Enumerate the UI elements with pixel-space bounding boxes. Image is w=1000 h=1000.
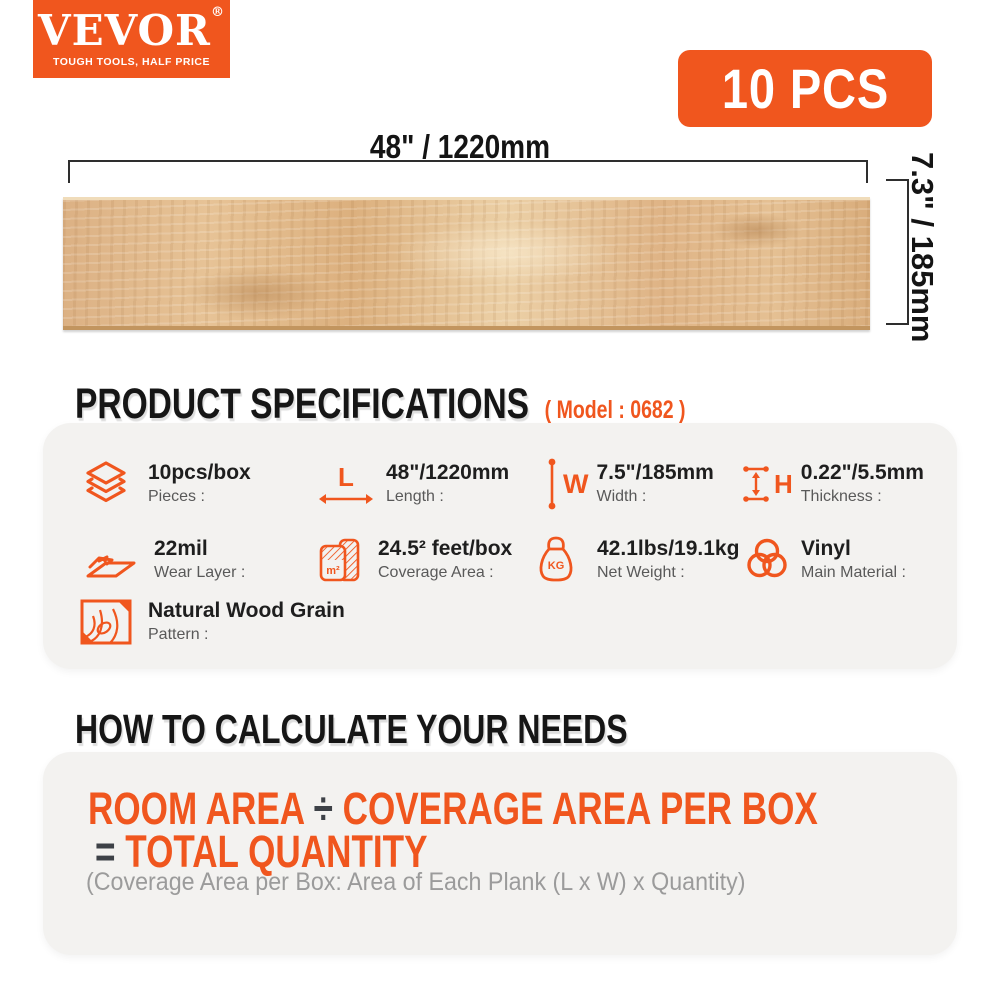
spec-item-pattern: Natural Wood Grain Pattern : [80,590,345,654]
net-weight-icon: KG [533,534,579,586]
spec-item-width: W 7.5"/185mm Width : [545,452,714,516]
spec-label: Length : [386,487,444,505]
quantity-badge: 10 PCS [678,50,932,127]
formula-room-area: ROOM AREA [88,783,304,834]
quantity-badge-label: 10 PCS [721,57,889,120]
length-dimension-tick-right [866,160,868,183]
spec-value: Vinyl [801,536,851,560]
spec-label: Pattern : [148,625,209,643]
width-icon: W [545,456,588,512]
plank-image [63,197,870,330]
spec-value: 7.5"/185mm [596,460,714,484]
spec-label: Coverage Area : [378,563,494,581]
logo-wordmark: VEVOR® [38,6,225,52]
spec-value: 10pcs/box [148,460,251,484]
spec-label: Net Weight : [597,563,685,581]
spec-label: Width : [596,487,647,505]
formula-line-2: = TOTAL QUANTITY [95,826,521,878]
spec-value: 0.22"/5.5mm [800,460,924,484]
spec-label: Pieces : [148,487,205,505]
width-dimension-label: 7.3" / 185mm [905,152,940,343]
spec-value: Natural Wood Grain [148,598,345,622]
spec-label: Main Material : [801,563,906,581]
svg-text:KG: KG [548,560,565,572]
spec-value: 42.1lbs/19.1kg [597,536,740,560]
vevor-logo: VEVOR® TOUGH TOOLS, HALF PRICE [33,0,230,78]
length-icon: L [318,464,374,505]
formula-line-1: ROOM AREA ÷ COVERAGE AREA PER BOX [88,783,1000,835]
width-dimension-tick-top [886,179,909,181]
spec-item-thickness: H 0.22"/5.5mm Thickness : [741,452,924,516]
spec-value: 48"/1220mm [386,460,510,484]
calculate-card [43,752,957,955]
svg-text:m²: m² [326,565,340,577]
equals-sign: = [95,826,116,877]
spec-item-wear-layer: 22mil Wear Layer : [80,528,245,592]
specifications-title-text: PRODUCT SPECIFICATIONS [75,380,530,428]
wear-layer-icon [80,534,138,586]
width-dimension-tick-bottom [886,323,909,325]
thickness-icon: H [741,460,793,508]
coverage-note: (Coverage Area per Box: Area of Each Pla… [86,868,746,896]
spec-label: Thickness : [800,487,882,505]
width-dimension-line [907,179,909,325]
registered-mark: ® [210,5,225,20]
length-dimension-label: 48" / 1220mm [369,128,551,165]
specifications-heading: PRODUCT SPECIFICATIONS ( Model : 0682 ) [75,380,858,429]
spec-item-pieces: 10pcs/box Pieces : [80,452,251,516]
model-number-text: ( Model : 0682 ) [544,396,686,424]
spec-item-material: Vinyl Main Material : [745,528,906,592]
length-dimension-tick-left [68,160,70,183]
logo-text: VEVOR [38,6,211,55]
logo-tagline: TOUGH TOOLS, HALF PRICE [53,56,210,68]
spec-item-weight: KG 42.1lbs/19.1kg Net Weight : [533,528,739,592]
spec-value: 22mil [154,536,208,560]
calculate-title-text: HOW TO CALCULATE YOUR NEEDS [75,706,628,752]
pattern-icon [80,599,132,645]
spec-item-coverage: m² 24.5² feet/box Coverage Area : [318,528,512,592]
layers-icon [80,458,132,510]
formula-coverage-area: COVERAGE AREA PER BOX [342,783,818,834]
coverage-area-icon: m² [318,534,364,586]
specifications-card: 10pcs/box Pieces : L 48"/1220mm Length : [43,423,957,669]
divide-sign: ÷ [313,783,333,834]
calculate-heading: HOW TO CALCULATE YOUR NEEDS [75,706,783,753]
formula-total-quantity: TOTAL QUANTITY [125,826,428,877]
spec-label: Wear Layer : [154,563,246,581]
spec-item-length: L 48"/1220mm Length : [318,452,509,516]
material-icon [745,536,789,584]
length-dimension-line [68,160,868,162]
spec-value: 24.5² feet/box [378,536,513,560]
